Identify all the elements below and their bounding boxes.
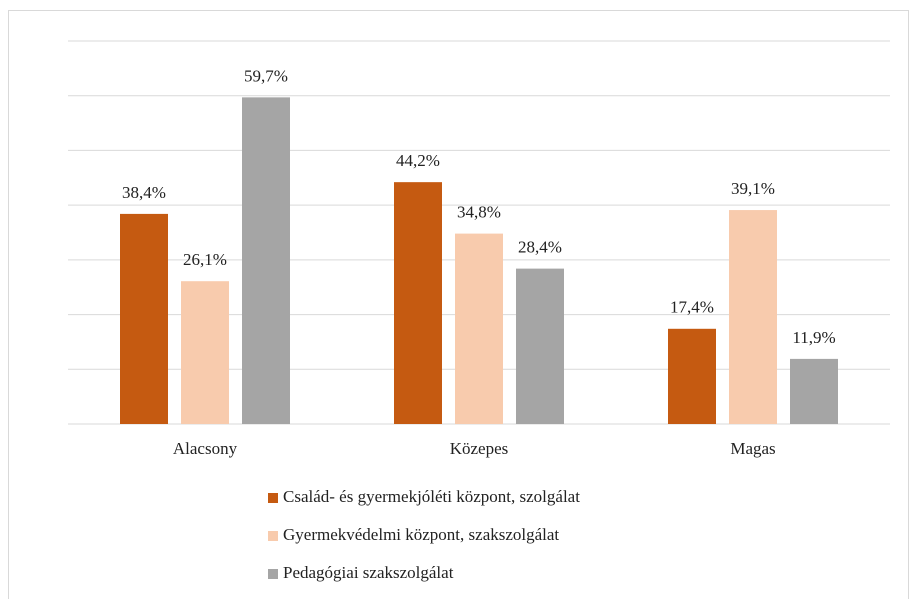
data-label: 34,8% <box>457 203 501 222</box>
legend-swatch <box>268 531 278 541</box>
bar <box>516 268 564 424</box>
data-label: 28,4% <box>518 238 562 257</box>
bar <box>668 328 716 424</box>
data-label: 17,4% <box>670 298 714 317</box>
data-label: 26,1% <box>183 250 227 269</box>
data-label: 44,2% <box>396 151 440 170</box>
bar <box>181 281 229 424</box>
bar <box>394 182 442 424</box>
data-label: 11,9% <box>792 328 835 347</box>
bar <box>729 210 777 424</box>
legend-swatch <box>268 493 278 503</box>
data-label: 39,1% <box>731 179 775 198</box>
bar <box>790 358 838 424</box>
x-tick-label: Magas <box>730 439 775 458</box>
bar <box>455 233 503 424</box>
x-tick-label: Alacsony <box>173 439 238 458</box>
bar <box>120 213 168 424</box>
legend-swatch <box>268 569 278 579</box>
legend-label: Család- és gyermekjóléti központ, szolgá… <box>283 487 580 506</box>
legend-label: Pedagógiai szakszolgálat <box>283 563 454 582</box>
x-tick-label: Közepes <box>450 439 509 458</box>
bar <box>242 97 290 424</box>
legend-label: Gyermekvédelmi központ, szakszolgálat <box>283 525 559 544</box>
data-label: 59,7% <box>244 66 288 85</box>
data-label: 38,4% <box>122 183 166 202</box>
